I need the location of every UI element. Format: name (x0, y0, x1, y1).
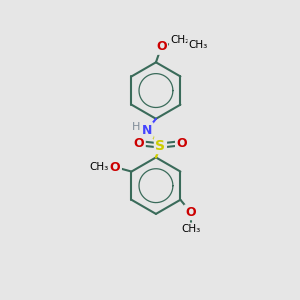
Text: CH₃: CH₃ (181, 224, 200, 234)
Text: O: O (156, 40, 166, 53)
Text: CH₂: CH₂ (170, 35, 189, 45)
Text: O: O (185, 206, 196, 219)
Text: CH₃: CH₃ (89, 162, 108, 172)
Text: CH₃: CH₃ (188, 40, 208, 50)
Text: N: N (142, 124, 152, 136)
Text: H: H (131, 122, 140, 131)
Text: S: S (155, 139, 165, 152)
Text: O: O (134, 137, 144, 150)
Text: O: O (110, 160, 121, 174)
Text: O: O (176, 137, 187, 150)
